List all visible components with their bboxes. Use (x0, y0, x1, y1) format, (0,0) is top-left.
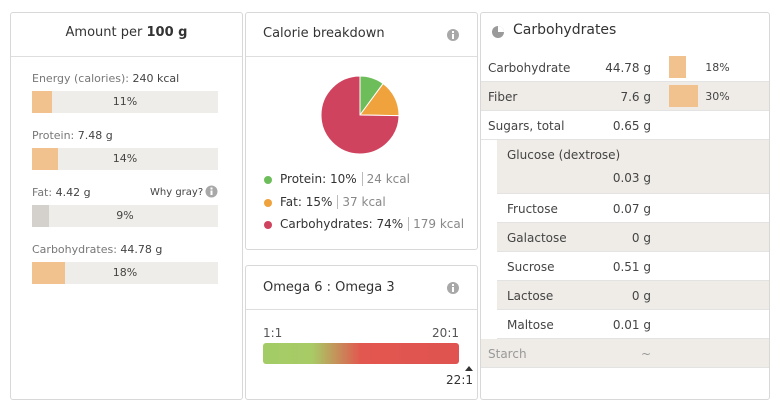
legend-name: Protein: (280, 172, 327, 186)
nutrient-name: Carbohydrates: (32, 243, 117, 256)
legend-percent: 10% (329, 172, 357, 186)
bar-label: 9% (116, 209, 134, 222)
omega-panel (245, 265, 478, 400)
legend-dot (264, 221, 272, 229)
panel-title: Omega 6 : Omega 3 (263, 280, 395, 295)
ratio-marker (465, 366, 473, 371)
nutrient-name: Energy (calories): (32, 72, 129, 85)
legend-entry: Protein: 10% 24 kcal (280, 172, 410, 186)
percent-label: 30% (705, 90, 730, 103)
bar-fill (32, 91, 53, 113)
divider (246, 309, 477, 310)
row-amount: 44.78 g (605, 61, 651, 75)
row-name: Starch (488, 347, 527, 361)
bar-fill (32, 262, 66, 284)
legend-percent: 74% (376, 217, 404, 231)
row-name: Galactose (507, 231, 567, 245)
ratio-marker-label: 22:1 (446, 373, 473, 387)
row-name: Sucrose (507, 260, 555, 274)
legend-kcal: 24 kcal (361, 172, 410, 186)
row-name: Carbohydrate (488, 61, 571, 75)
percent-fill (669, 56, 687, 78)
header-prefix: Amount per (65, 25, 143, 40)
pie-icon (492, 26, 504, 38)
row-amount: ~ (640, 347, 651, 361)
table-row: Starch ~ (481, 339, 769, 368)
row-name: Glucose (dextrose) (507, 148, 621, 162)
bar-track: 14% (32, 148, 218, 170)
table-row: Fiber 7.6 g 30% (481, 82, 769, 111)
row-name: Sugars, total (488, 119, 565, 133)
info-icon[interactable] (446, 281, 460, 295)
legend-name: Carbohydrates: (280, 217, 373, 231)
row-name: Maltose (507, 318, 554, 332)
nutrient-label: Protein: 7.48 g (32, 129, 113, 142)
row-name: Lactose (507, 289, 554, 303)
info-icon[interactable] (446, 28, 460, 42)
table-row: Glucose (dextrose) 0.03 g (497, 140, 769, 194)
pie-slice (320, 75, 400, 155)
bar-track: 18% (32, 262, 218, 284)
why-gray-link[interactable]: Why gray? (150, 187, 204, 198)
nutrient-label: Carbohydrates: 44.78 g (32, 243, 162, 256)
table-row: Galactose 0 g (497, 223, 769, 252)
nutrient-amount: 44.78 g (120, 243, 163, 256)
table-row: Sugars, total 0.65 g (481, 111, 769, 140)
legend-kcal: 179 kcal (408, 217, 465, 231)
bar-label: 18% (112, 266, 138, 279)
divider (11, 56, 242, 57)
row-amount: 0.51 g (612, 260, 651, 274)
row-amount: 0.07 g (612, 202, 651, 216)
row-name: Fructose (507, 202, 558, 216)
table-row: Lactose 0 g (497, 281, 769, 310)
row-amount: 0.03 g (612, 171, 651, 185)
nutrient-name: Protein: (32, 129, 75, 142)
ratio-bar (263, 343, 459, 364)
info-icon[interactable] (205, 185, 218, 198)
table-row: Sucrose 0.51 g (497, 252, 769, 281)
pie-chart (320, 75, 400, 155)
legend-entry: Fat: 15% 37 kcal (280, 194, 386, 209)
nutrient-amount: 4.42 g (55, 186, 91, 199)
legend-percent: 15% (305, 194, 333, 209)
row-amount: 0.01 g (612, 318, 651, 332)
percent-fill (669, 85, 699, 107)
legend-dot (264, 176, 272, 184)
legend-name: Fat: (280, 194, 302, 209)
nutrient-amount: 240 kcal (132, 72, 180, 85)
panel-header: Amount per 100 g (10, 25, 243, 40)
table-row: Maltose 0.01 g (497, 310, 769, 339)
scale-right-label: 20:1 (432, 326, 459, 340)
legend-dot (264, 198, 272, 207)
row-amount: 0.65 g (612, 119, 651, 133)
row-amount: 0 g (631, 231, 651, 245)
table-row: Fructose 0.07 g (497, 194, 769, 223)
bar-label: 14% (112, 152, 138, 165)
header-amount: 100 g (146, 25, 188, 40)
panel-title: Carbohydrates (513, 22, 617, 38)
legend-entry: Carbohydrates: 74% 179 kcal (280, 217, 465, 231)
panel-title: Calorie breakdown (263, 26, 385, 41)
bar-fill (32, 205, 49, 227)
row-amount: 0 g (631, 289, 651, 303)
table-row: Carbohydrate 44.78 g 18% (481, 53, 769, 82)
legend-kcal: 37 kcal (337, 194, 386, 209)
divider (246, 56, 477, 57)
percent-label: 18% (705, 61, 730, 74)
bar-track: 9% (32, 205, 218, 227)
row-amount: 7.6 g (620, 90, 651, 104)
row-name: Fiber (488, 90, 518, 104)
nutrient-amount: 7.48 g (77, 129, 113, 142)
scale-left-label: 1:1 (263, 326, 283, 340)
nutrient-label: Fat: 4.42 g (32, 186, 91, 199)
bar-fill (32, 148, 59, 170)
nutrient-label: Energy (calories): 240 kcal (32, 72, 179, 85)
bar-track: 11% (32, 91, 218, 113)
nutrient-name: Fat: (32, 186, 53, 199)
bar-label: 11% (112, 95, 138, 108)
